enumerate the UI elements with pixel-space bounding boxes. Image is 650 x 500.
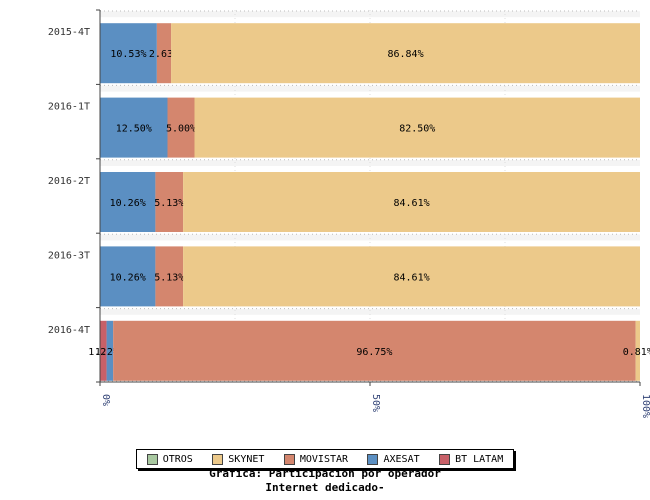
bar-movistar	[155, 172, 184, 232]
category-label: 2016-4T	[48, 325, 90, 336]
legend-item: SKYNET	[212, 453, 265, 465]
bar-skynet	[194, 97, 640, 158]
data-label: 5.00%	[166, 124, 196, 135]
data-label: 5.13%	[154, 198, 184, 209]
legend-swatch	[146, 453, 158, 465]
legend-swatch	[439, 453, 451, 465]
x-tick-label: 100%	[640, 394, 650, 418]
bar-skynet	[635, 320, 640, 381]
plot-band	[100, 85, 640, 92]
legend-item: BT LATAM	[439, 453, 504, 465]
data-label: 2.63%	[149, 49, 179, 60]
data-label: 10.26%	[110, 198, 146, 209]
bar-axesat	[100, 23, 157, 84]
legend-swatch	[283, 453, 295, 465]
legend-label: SKYNET	[228, 453, 265, 465]
data-label: 1.22%	[95, 347, 125, 358]
data-label: 10.26%	[110, 272, 146, 283]
legend-label: OTROS	[162, 453, 193, 465]
x-tick-label: 0%	[100, 394, 111, 406]
legend: OTROS SKYNET MOVISTAR AXESAT BT LATAM	[136, 449, 514, 469]
legend-item: AXESAT	[367, 453, 420, 465]
bar-bt-latam	[100, 320, 107, 381]
data-label: 96.75%	[356, 347, 392, 358]
data-label: 5.13%	[154, 272, 184, 283]
chart-caption-line2: Internet dedicado-	[265, 481, 385, 494]
legend-label: BT LATAM	[455, 453, 504, 465]
chart-caption-line1: Grafica: Participacion por operador	[209, 467, 441, 480]
legend-item: OTROS	[146, 453, 193, 465]
data-label: 82.50%	[399, 124, 435, 135]
bar-movistar	[167, 97, 195, 158]
legend-swatch	[367, 453, 379, 465]
data-label: 10.53%	[110, 49, 146, 60]
x-tick-label: 50%	[370, 394, 381, 412]
category-label: 2015-4T	[48, 27, 90, 38]
bar-skynet	[183, 172, 640, 232]
plot-band	[100, 308, 640, 315]
category-label: 2016-1T	[48, 102, 90, 113]
legend-label: MOVISTAR	[299, 453, 349, 465]
legend-swatch	[212, 453, 224, 465]
bar-axesat	[100, 97, 168, 158]
category-label: 2016-2T	[48, 176, 90, 187]
plot-band	[100, 234, 640, 241]
data-label: 0.81%	[623, 347, 650, 358]
bar-axesat	[100, 246, 156, 307]
data-label: 86.84%	[387, 49, 423, 60]
bar-axesat	[106, 320, 114, 381]
data-label: 1.22%	[88, 347, 118, 358]
data-label: 84.61%	[393, 198, 429, 209]
bar-movistar	[156, 23, 172, 84]
legend-item: MOVISTAR	[283, 453, 349, 465]
bar-movistar	[155, 246, 184, 307]
legend-label: AXESAT	[383, 453, 420, 465]
data-label: 12.50%	[116, 124, 152, 135]
bar-movistar	[113, 320, 636, 381]
category-label: 2016-3T	[48, 250, 90, 261]
stacked-bar-chart: 10.53% 2.63% 86.84% 2015-4T 12.50% 5.00% 82.50…	[48, 9, 650, 418]
bar-skynet	[171, 23, 640, 84]
bar-axesat	[100, 172, 156, 232]
data-label: 84.61%	[393, 272, 429, 283]
bar-skynet	[183, 246, 640, 307]
